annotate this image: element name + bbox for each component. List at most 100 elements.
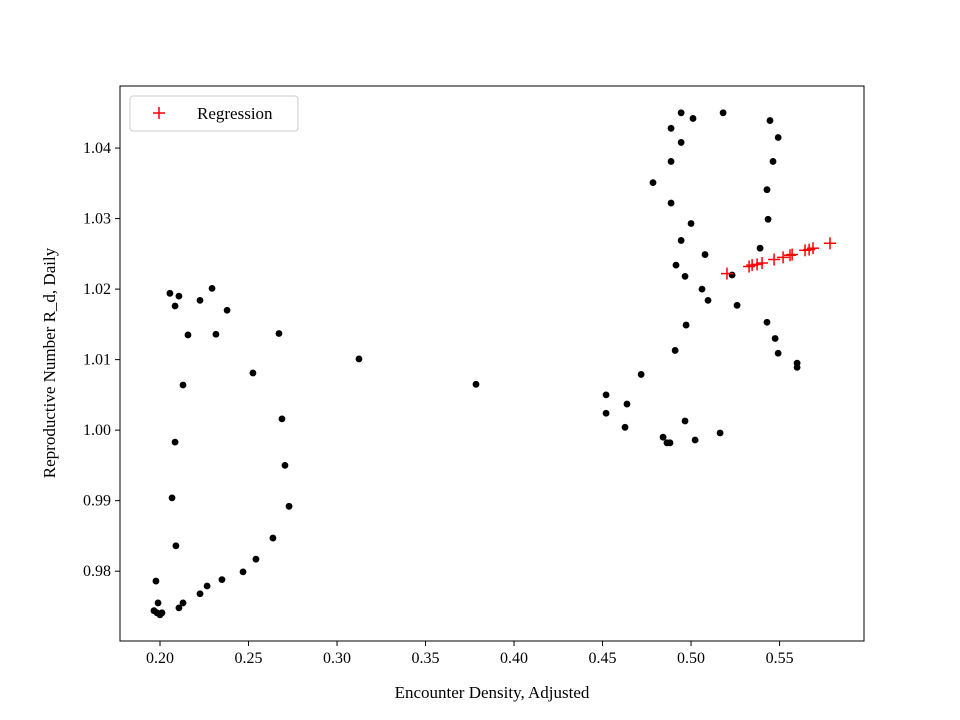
data-point bbox=[175, 604, 183, 612]
regression-point bbox=[768, 253, 781, 266]
data-point bbox=[677, 139, 685, 146]
regression-point bbox=[777, 251, 790, 264]
data-point bbox=[763, 318, 771, 326]
y-tick-label: 1.00 bbox=[83, 422, 111, 439]
data-point bbox=[687, 220, 695, 227]
regression-point bbox=[807, 242, 820, 255]
data-point bbox=[682, 321, 690, 329]
data-point bbox=[184, 331, 192, 339]
x-tick-label: 0.50 bbox=[677, 650, 705, 667]
data-point bbox=[623, 400, 631, 408]
data-point bbox=[212, 330, 220, 338]
data-point bbox=[196, 296, 204, 304]
data-point bbox=[728, 271, 736, 279]
data-point bbox=[667, 158, 675, 165]
data-point bbox=[681, 273, 689, 280]
data-point bbox=[704, 296, 712, 304]
data-point bbox=[769, 158, 777, 165]
x-tick-label: 0.40 bbox=[500, 650, 528, 667]
x-tick-label: 0.30 bbox=[323, 650, 351, 667]
data-point bbox=[689, 115, 697, 122]
data-point bbox=[764, 215, 772, 223]
data-point bbox=[168, 494, 176, 502]
legend-label-regression: Regression bbox=[197, 104, 273, 123]
data-point bbox=[269, 534, 277, 542]
data-point bbox=[472, 380, 480, 388]
x-axis: 0.20 0.25 0.30 0.35 0.40 0.45 0.50 0.55 bbox=[146, 641, 794, 667]
regression-point bbox=[756, 257, 769, 270]
data-point bbox=[281, 462, 289, 469]
x-tick-label: 0.35 bbox=[412, 650, 440, 667]
data-point bbox=[249, 369, 257, 377]
y-tick-label: 0.99 bbox=[83, 493, 111, 510]
data-point bbox=[793, 363, 801, 371]
data-point bbox=[659, 433, 667, 441]
data-point bbox=[223, 306, 231, 314]
plot-frame bbox=[119, 85, 865, 642]
x-tick-label: 0.55 bbox=[766, 650, 794, 667]
data-point bbox=[208, 284, 216, 292]
data-point bbox=[153, 609, 161, 617]
y-tick-label: 1.04 bbox=[83, 140, 111, 157]
data-point bbox=[218, 576, 226, 584]
data-point bbox=[239, 568, 247, 576]
data-point bbox=[666, 439, 674, 447]
legend-box bbox=[129, 95, 299, 132]
data-point bbox=[179, 381, 187, 389]
x-tick-label: 0.20 bbox=[146, 650, 174, 667]
data-point bbox=[716, 429, 724, 437]
data-point bbox=[152, 577, 160, 585]
regression-point bbox=[786, 248, 799, 261]
data-point bbox=[158, 609, 166, 617]
regression-point bbox=[824, 237, 837, 250]
data-point bbox=[175, 292, 183, 300]
data-point bbox=[154, 599, 162, 607]
data-point bbox=[179, 599, 187, 607]
y-axis: 0.98 0.99 1.00 1.01 1.02 1.03 1.04 bbox=[83, 140, 120, 580]
data-point bbox=[667, 124, 675, 132]
regression-point bbox=[743, 260, 756, 273]
data-point bbox=[677, 109, 685, 117]
regression-point bbox=[720, 267, 733, 280]
legend: Regression bbox=[129, 95, 299, 132]
data-point bbox=[621, 423, 629, 431]
data-point bbox=[355, 355, 363, 363]
data-point bbox=[275, 330, 283, 337]
data-point bbox=[672, 261, 680, 269]
data-point bbox=[677, 237, 685, 244]
data-point bbox=[733, 301, 741, 309]
data-point bbox=[766, 117, 774, 124]
data-point bbox=[171, 302, 179, 310]
data-point bbox=[172, 542, 180, 550]
x-tick-label: 0.25 bbox=[235, 650, 263, 667]
data-point bbox=[691, 436, 699, 444]
data-point bbox=[602, 391, 610, 399]
data-point bbox=[196, 590, 204, 598]
y-tick-label: 1.02 bbox=[83, 281, 111, 298]
data-point bbox=[763, 186, 771, 194]
data-point bbox=[171, 438, 179, 446]
data-point bbox=[203, 582, 211, 590]
data-point bbox=[637, 371, 645, 378]
y-tick-label: 0.98 bbox=[83, 563, 111, 580]
data-point bbox=[771, 335, 779, 342]
x-tick-label: 0.45 bbox=[589, 650, 617, 667]
data-point bbox=[681, 417, 689, 425]
y-tick-label: 1.01 bbox=[83, 352, 111, 369]
y-tick-label: 1.03 bbox=[83, 211, 111, 228]
data-point bbox=[667, 199, 675, 207]
data-point bbox=[649, 179, 657, 187]
data-point bbox=[698, 285, 706, 293]
data-point bbox=[701, 251, 709, 258]
data-point bbox=[252, 555, 260, 563]
regression-point bbox=[751, 258, 764, 271]
data-point bbox=[774, 349, 782, 357]
data-point bbox=[285, 502, 293, 510]
data-point bbox=[278, 415, 286, 423]
data-point bbox=[774, 134, 782, 141]
y-axis-label: Reproductive Number R_d, Daily bbox=[40, 247, 59, 478]
legend-marker-regression bbox=[153, 107, 165, 119]
data-point bbox=[166, 289, 174, 297]
data-point bbox=[756, 244, 764, 252]
